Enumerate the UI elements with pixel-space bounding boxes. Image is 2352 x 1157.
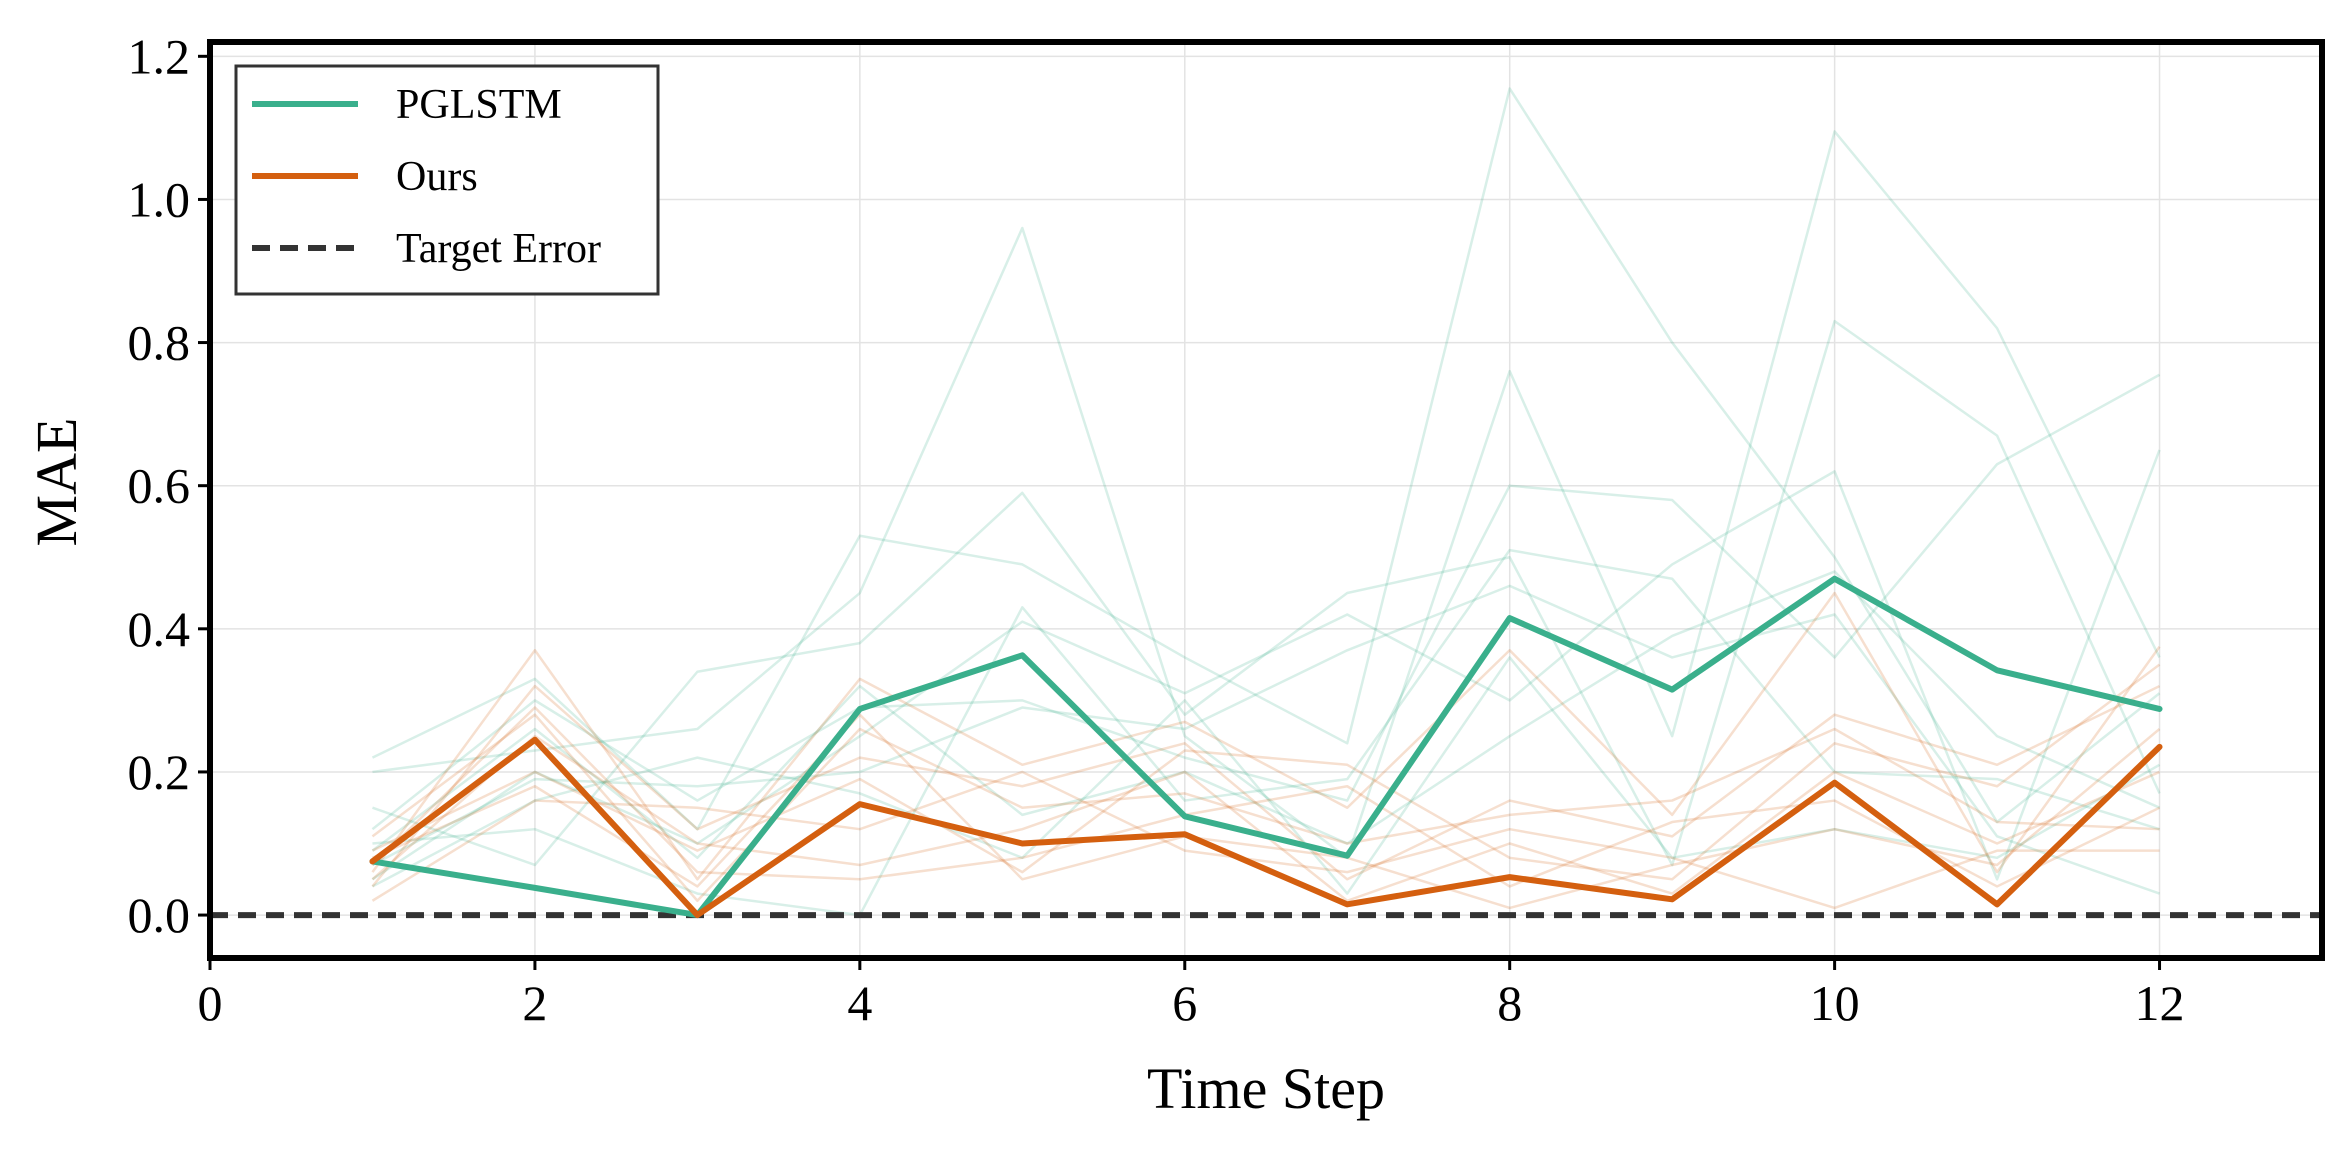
- plot-frame: [207, 39, 2325, 961]
- y-tick-label: 0.6: [128, 458, 191, 514]
- background-run-line: [372, 130, 2161, 860]
- background-run-line: [371, 706, 2161, 888]
- x-tick-label: 0: [198, 975, 223, 1031]
- series-line-pglstm: [369, 575, 2163, 919]
- y-tick-label: 0.4: [128, 601, 191, 657]
- legend-label-ours: Ours: [396, 154, 478, 200]
- background-run-line: [371, 713, 2160, 902]
- background-run-line: [371, 770, 2160, 910]
- legend: PGLSTM Ours Target Error: [234, 64, 660, 296]
- legend-label-pglstm: PGLSTM: [396, 82, 562, 128]
- background-run-line: [371, 373, 2161, 831]
- background-series-lines: [371, 87, 2161, 917]
- y-tick-label: 0.0: [128, 887, 191, 943]
- x-tick-label: 8: [1497, 975, 1522, 1031]
- background-run-line: [371, 713, 2161, 910]
- background-run-line: [371, 656, 2161, 895]
- x-tick-label: 6: [1172, 975, 1197, 1031]
- y-tick-label: 1.0: [128, 171, 191, 227]
- x-tick-label: 4: [847, 975, 872, 1031]
- x-tick-label: 10: [1810, 975, 1860, 1031]
- grid-lines: [209, 42, 2322, 958]
- background-run-line: [371, 663, 2161, 881]
- x-axis-label: Time Step: [1147, 1056, 1385, 1121]
- y-tick-label: 1.2: [128, 28, 191, 84]
- background-run-line: [371, 449, 2161, 881]
- background-run-line: [371, 87, 2161, 831]
- series-line-ours: [369, 736, 2163, 919]
- y-axis-label: MAE: [24, 418, 89, 547]
- background-run-line: [371, 591, 2161, 881]
- axis-ticks: 0 2 4 6 8 10 12 0.0 0.2 0.4 0.6 0.8 1.0 1.2: [128, 28, 2185, 1031]
- y-tick-label: 0.2: [128, 744, 191, 800]
- background-run-line: [372, 319, 2161, 867]
- y-tick-label: 0.8: [128, 315, 191, 371]
- background-run-line: [371, 684, 2161, 888]
- legend-label-target-error: Target Error: [396, 226, 601, 272]
- background-run-line: [371, 570, 2161, 860]
- x-tick-label: 12: [2135, 975, 2185, 1031]
- x-tick-label: 2: [522, 975, 547, 1031]
- background-run-line: [371, 584, 2160, 895]
- main-series-lines: [369, 575, 2163, 919]
